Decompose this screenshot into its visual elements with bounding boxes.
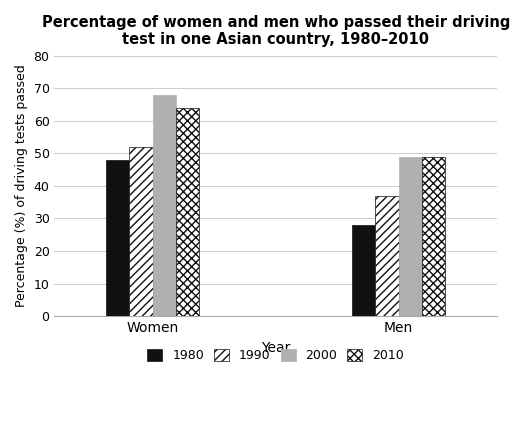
Bar [422,157,445,316]
Bar [106,160,130,316]
Bar [176,108,200,316]
X-axis label: Year: Year [261,341,290,355]
Bar [153,95,176,316]
Bar [399,157,422,316]
Bar [352,225,375,316]
Legend: 1980, 1990, 2000, 2010: 1980, 1990, 2000, 2010 [142,344,409,367]
Title: Percentage of women and men who passed their driving
test in one Asian country, : Percentage of women and men who passed t… [41,15,510,47]
Bar [130,147,153,316]
Y-axis label: Percentage (%) of driving tests passed: Percentage (%) of driving tests passed [15,65,28,307]
Bar [375,196,399,316]
